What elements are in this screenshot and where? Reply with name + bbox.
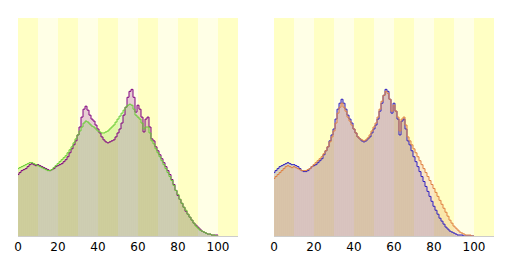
svg-text:60: 60 xyxy=(386,240,401,254)
svg-text:0: 0 xyxy=(270,240,278,254)
svg-text:40: 40 xyxy=(346,240,361,254)
svg-text:20: 20 xyxy=(306,240,321,254)
svg-text:100: 100 xyxy=(207,240,230,254)
svg-text:0: 0 xyxy=(14,240,22,254)
svg-text:20: 20 xyxy=(50,240,65,254)
svg-text:60: 60 xyxy=(130,240,145,254)
svg-text:40: 40 xyxy=(90,240,105,254)
svg-text:80: 80 xyxy=(170,240,185,254)
svg-text:80: 80 xyxy=(426,240,441,254)
svg-text:100: 100 xyxy=(463,240,486,254)
